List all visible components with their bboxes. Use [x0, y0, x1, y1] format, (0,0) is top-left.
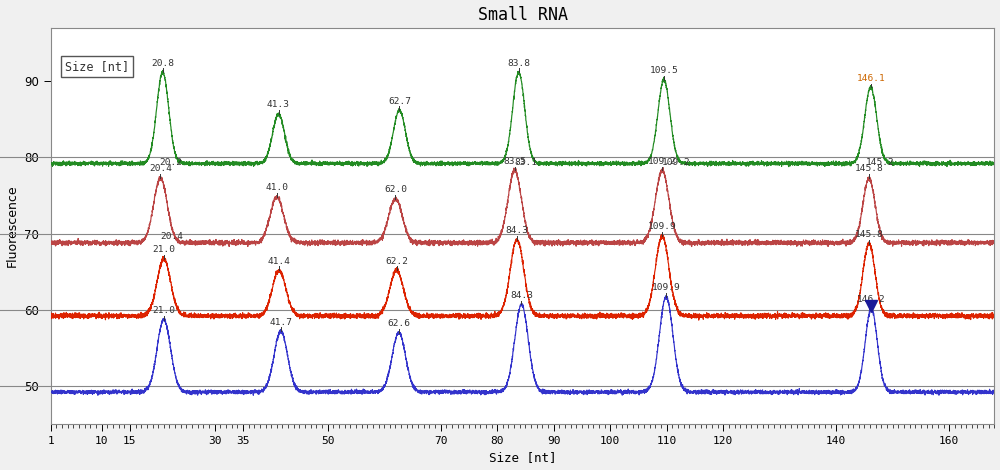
Text: 41.7: 41.7: [269, 318, 292, 327]
Text: Size [nt]: Size [nt]: [65, 60, 129, 73]
Text: 109.9: 109.9: [652, 283, 681, 292]
Text: 20.4: 20.4: [160, 232, 183, 241]
Text: 41.3: 41.3: [267, 101, 290, 110]
Text: 84.3: 84.3: [505, 226, 528, 235]
X-axis label: Size [nt]: Size [nt]: [489, 452, 556, 464]
Text: 145.2: 145.2: [866, 158, 894, 167]
Text: 41.0: 41.0: [265, 183, 288, 192]
Text: 20.8: 20.8: [151, 58, 174, 68]
Text: 41.4: 41.4: [268, 257, 291, 266]
Text: 62.2: 62.2: [385, 257, 408, 266]
Text: 62.0: 62.0: [384, 185, 407, 194]
Text: 145.8: 145.8: [855, 164, 883, 173]
Text: 21.0: 21.0: [152, 245, 175, 254]
Y-axis label: Fluorescence: Fluorescence: [6, 185, 19, 267]
Text: 83.5: 83.5: [503, 157, 526, 166]
Text: 109.2: 109.2: [648, 157, 677, 166]
Text: 109.2: 109.2: [662, 158, 691, 167]
Text: 109.5: 109.5: [650, 66, 678, 75]
Text: 83.8: 83.8: [507, 58, 530, 68]
Title: Small RNA: Small RNA: [478, 6, 568, 24]
Text: 21.0: 21.0: [152, 306, 175, 315]
Text: 62.7: 62.7: [388, 97, 411, 106]
Text: 84.3: 84.3: [510, 291, 533, 300]
Text: 62.6: 62.6: [387, 319, 410, 328]
Text: 146.1: 146.1: [856, 74, 885, 83]
Text: 146.2: 146.2: [857, 295, 886, 304]
Text: 145.8: 145.8: [855, 230, 883, 239]
Text: 20.2: 20.2: [159, 158, 182, 167]
Text: 109.9: 109.9: [648, 222, 677, 231]
Text: 83.1: 83.1: [515, 158, 538, 167]
Text: 20.4: 20.4: [149, 164, 172, 173]
